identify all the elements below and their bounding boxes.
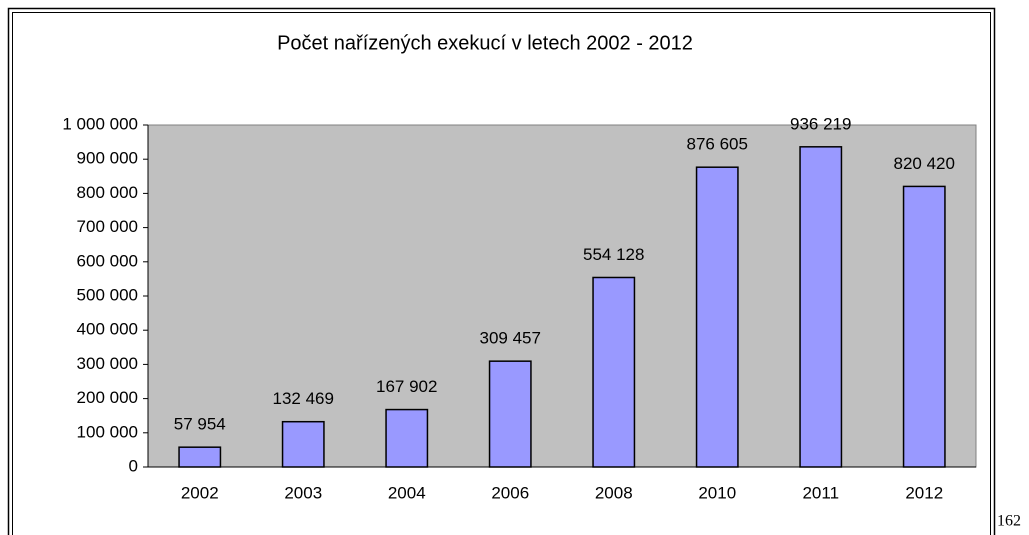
value-label: 820 420 [894,154,955,173]
y-tick-label: 900 000 [77,149,138,168]
value-label: 876 605 [687,135,748,154]
x-tick-label: 2003 [284,483,322,502]
bar [385,408,429,468]
y-tick-label: 600 000 [77,251,138,270]
value-label: 132 469 [273,389,334,408]
y-tick-label: 1 000 000 [62,114,138,133]
bar [178,446,222,468]
x-tick-label: 2004 [388,483,426,502]
value-label: 57 954 [174,415,226,434]
y-tick-label: 0 [129,456,138,475]
y-tick-label: 500 000 [77,285,138,304]
y-tick-label: 300 000 [77,354,138,373]
y-tick-label: 200 000 [77,388,138,407]
bar [281,420,325,468]
bar [902,185,946,468]
chart-title: Počet nařízených exekucí v letech 2002 -… [277,32,693,54]
bar [799,146,843,468]
value-label: 309 457 [480,329,541,348]
x-tick-label: 2006 [491,483,529,502]
inner-frame [12,12,991,535]
outer-frame [7,7,996,535]
value-label: 936 219 [790,114,851,133]
bar [695,166,739,468]
y-tick-label: 100 000 [77,422,138,441]
y-tick-label: 700 000 [77,217,138,236]
plot-area [147,124,977,468]
x-tick-label: 2002 [181,483,219,502]
x-tick-label: 2008 [595,483,633,502]
value-label: 554 128 [583,245,644,264]
bar [488,360,532,468]
page-number: 162 [997,513,1021,530]
bar [592,276,636,468]
y-tick-label: 800 000 [77,183,138,202]
x-tick-label: 2012 [905,483,943,502]
y-tick-label: 400 000 [77,320,138,339]
value-label: 167 902 [376,377,437,396]
x-tick-label: 2010 [698,483,736,502]
x-tick-label: 2011 [802,483,839,502]
